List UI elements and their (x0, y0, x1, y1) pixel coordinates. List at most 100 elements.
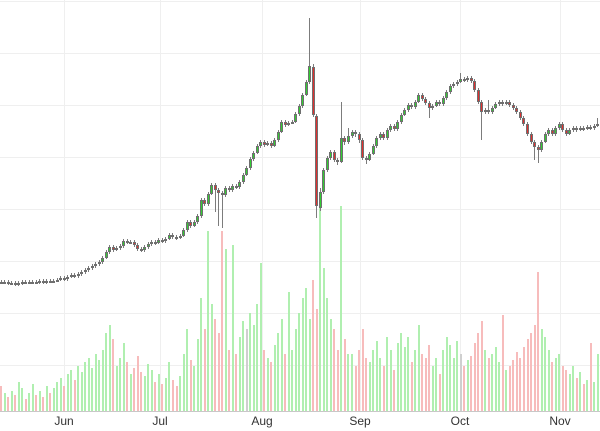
volume-bar (161, 384, 164, 411)
candle-up (543, 134, 547, 142)
candle-down (469, 78, 473, 82)
candle-up (434, 102, 438, 106)
candle-up (497, 101, 501, 104)
candle-up (466, 78, 470, 81)
volume-bar (530, 333, 532, 411)
volume-bar (21, 388, 24, 411)
candle-up (346, 136, 350, 143)
candle-down (536, 147, 540, 151)
volume-bar (596, 353, 599, 411)
candle-down (382, 134, 386, 139)
candle-up (294, 114, 298, 122)
volume-bar (45, 386, 48, 411)
volume-bar (582, 384, 585, 411)
volume-bar (347, 353, 350, 411)
candle-up (494, 104, 498, 108)
candle-up (224, 188, 228, 196)
volume-bar (487, 357, 490, 411)
candle-down (508, 102, 512, 105)
volume-bar (287, 292, 290, 411)
volume-bar (249, 312, 252, 411)
candle-down (217, 190, 221, 193)
volume-bar (322, 267, 325, 411)
candle-down (315, 116, 319, 206)
candle-up (238, 182, 242, 188)
volume-bar (38, 390, 41, 411)
candle-up (290, 121, 294, 124)
x-axis-label: Nov (549, 414, 571, 428)
candle-up (329, 152, 333, 159)
candle-up (406, 104, 410, 111)
candle-up (255, 146, 259, 153)
volume-bar (49, 392, 52, 411)
candle-down (0, 282, 3, 285)
candle-wick (428, 101, 430, 119)
volume-bar (7, 396, 10, 411)
volume-bar (210, 304, 213, 411)
volume-bar (400, 333, 403, 411)
volume-bar (105, 333, 108, 411)
vertical-gridline (360, 0, 361, 411)
volume-bar (80, 372, 83, 411)
volume-bar (231, 244, 234, 411)
candle-down (160, 240, 164, 242)
candle-down (487, 109, 491, 113)
candle-up (301, 94, 305, 106)
candle-down (501, 101, 505, 104)
volume-bar (126, 361, 129, 411)
volume-bar (515, 351, 518, 411)
volume-bar (242, 320, 245, 411)
candle-up (350, 132, 354, 136)
volume-bar (456, 341, 459, 411)
candle-down (153, 241, 157, 244)
volume-bar (52, 388, 55, 411)
candle-down (343, 138, 347, 143)
candle-down (73, 275, 77, 278)
plot-area[interactable] (0, 0, 600, 412)
candle-up (122, 240, 126, 246)
candle-up (83, 270, 87, 273)
volume-bar (73, 380, 76, 411)
volume-bar (3, 392, 6, 411)
candle-up (273, 140, 277, 146)
vertical-gridline (64, 0, 65, 411)
volume-bar (214, 318, 217, 411)
candle-down (332, 152, 336, 160)
candle-down (269, 142, 273, 146)
candle-down (13, 282, 17, 285)
volume-bar (477, 333, 480, 411)
x-axis-label: Aug (251, 414, 273, 428)
candle-up (118, 246, 122, 249)
candle-up (87, 268, 91, 271)
volume-bar (91, 367, 94, 411)
candle-up (164, 238, 168, 242)
volume-bar (186, 329, 189, 411)
volume-bar (393, 370, 396, 411)
volume-bar (101, 349, 104, 411)
candle-down (480, 102, 484, 113)
volume-bar (196, 339, 199, 411)
volume-bar (252, 324, 255, 411)
candle-down (526, 124, 529, 134)
volume-bar (157, 374, 160, 411)
candle-down (220, 192, 224, 196)
candle-down (227, 188, 231, 190)
volume-bar (98, 359, 101, 411)
candle-up (10, 282, 14, 285)
volume-bar (164, 378, 167, 411)
candle-down (132, 241, 136, 245)
volume-bar (228, 349, 231, 411)
volume-bar (579, 372, 582, 411)
candle-up (483, 109, 487, 113)
volume-bar (589, 343, 592, 411)
candle-up (385, 130, 389, 139)
volume-bar (193, 365, 196, 411)
candle-down (354, 132, 357, 135)
candle-up (592, 125, 596, 129)
volume-bar (522, 347, 525, 411)
volume-bar (452, 357, 455, 411)
candle-down (561, 124, 565, 130)
candle-up (417, 94, 421, 102)
candle-up (248, 159, 252, 168)
